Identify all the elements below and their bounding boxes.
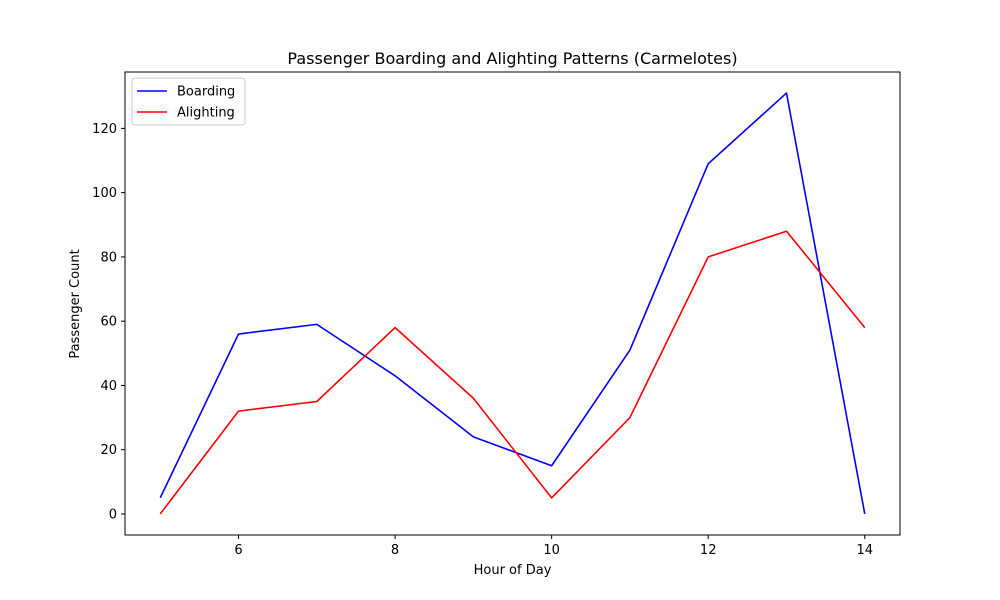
y-axis-ticks: 0 20 40 60 80 100 120 <box>92 122 125 522</box>
legend-label-boarding: Boarding <box>177 85 235 100</box>
x-axis-ticks: 6 8 10 12 14 <box>234 535 873 558</box>
y-axis-label: Passenger Count <box>68 249 83 358</box>
legend: Boarding Alighting <box>131 77 246 126</box>
series-layer <box>159 92 866 515</box>
y-tick-label: 40 <box>100 379 117 394</box>
x-tick-label: 14 <box>856 543 873 558</box>
x-tick-label: 10 <box>543 543 560 558</box>
y-tick-label: 80 <box>100 250 117 265</box>
plot-area <box>124 71 901 536</box>
y-tick-label: 20 <box>100 443 117 458</box>
x-tick-label: 12 <box>700 543 717 558</box>
legend-box <box>131 77 246 126</box>
series-line-boarding <box>159 92 866 515</box>
plot-frame <box>124 71 901 536</box>
legend-label-alighting: Alighting <box>177 106 235 121</box>
y-tick-label: 100 <box>92 186 117 201</box>
y-tick-label: 0 <box>109 507 117 522</box>
y-tick-label: 120 <box>92 122 117 137</box>
chart-title: Passenger Boarding and Alighting Pattern… <box>287 49 737 68</box>
x-tick-label: 8 <box>391 543 399 558</box>
x-axis-label: Hour of Day <box>474 563 552 578</box>
series-line-alighting <box>159 230 866 515</box>
y-tick-label: 60 <box>100 315 117 330</box>
x-tick-label: 6 <box>234 543 242 558</box>
